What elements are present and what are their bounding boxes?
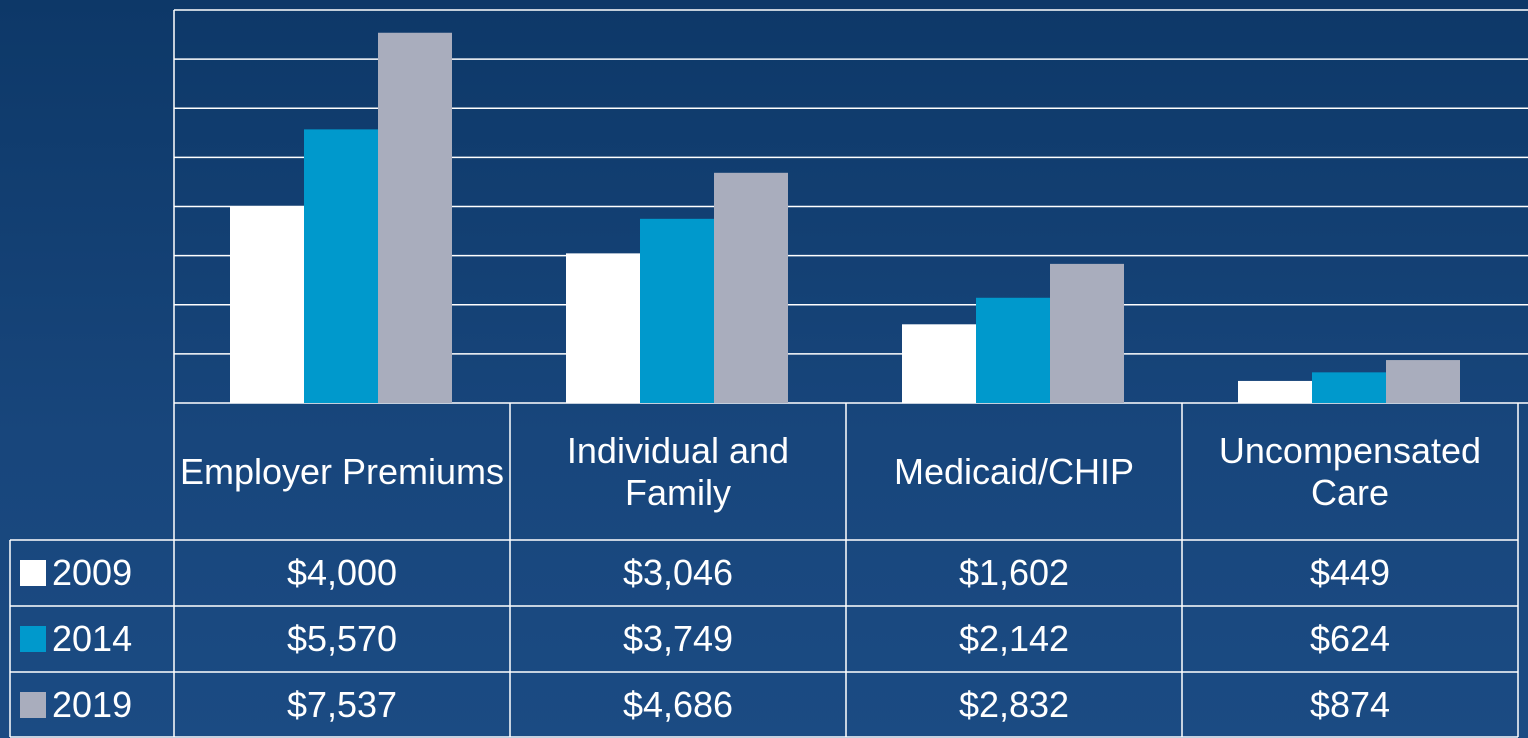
category-header: Individual and Family [510,403,846,540]
legend-label: 2014 [52,618,133,660]
bar [640,218,714,403]
bar [1312,372,1386,403]
table-value: $2,142 [846,606,1182,672]
table-value-text: $4,000 [286,552,398,594]
table-value: $3,046 [510,540,846,606]
table-value: $1,602 [846,540,1182,606]
category-header-text: Medicaid/CHIP [893,450,1135,492]
category-header: Medicaid/CHIP [846,403,1182,540]
category-header-text: Uncompensated Care [1218,430,1482,513]
bar [304,129,378,403]
bar [1050,263,1124,403]
bar [1386,360,1460,403]
table-value: $449 [1182,540,1518,606]
legend-entry: 2014 [10,606,174,672]
bar [566,253,640,403]
legend-entry: 2009 [10,540,174,606]
table-value-text: $874 [1309,684,1391,726]
category-header-text: Employer Premiums [179,450,505,492]
table-value-text: $4,686 [622,684,734,726]
table-value-text: $2,142 [958,618,1070,660]
category-header: Employer Premiums [174,403,510,540]
table-value: $4,000 [174,540,510,606]
table-value: $874 [1182,672,1518,738]
table-value-text: $1,602 [958,552,1070,594]
table-value-text: $5,570 [286,618,398,660]
category-header-text: Individual and Family [566,430,790,513]
table-value-text: $3,046 [622,552,734,594]
table-value-text: $624 [1309,618,1391,660]
legend-label: 2009 [52,552,133,594]
legend-swatch [20,626,46,652]
bar [1238,380,1312,403]
bar [902,324,976,403]
table-value-text: $3,749 [622,618,734,660]
table-value: $2,832 [846,672,1182,738]
legend-swatch [20,692,46,718]
legend-label: 2019 [52,684,133,726]
table-value-text: $7,537 [286,684,398,726]
bar [714,172,788,403]
bar [230,206,304,403]
table-value-text: $449 [1309,552,1391,594]
legend-entry: 2019 [10,672,174,738]
table-value-text: $2,832 [958,684,1070,726]
table-value: $7,537 [174,672,510,738]
bar [976,297,1050,403]
table-value: $4,686 [510,672,846,738]
table-value: $3,749 [510,606,846,672]
table-value: $624 [1182,606,1518,672]
table-value: $5,570 [174,606,510,672]
legend-swatch [20,560,46,586]
category-header: Uncompensated Care [1182,403,1518,540]
bar [378,32,452,403]
